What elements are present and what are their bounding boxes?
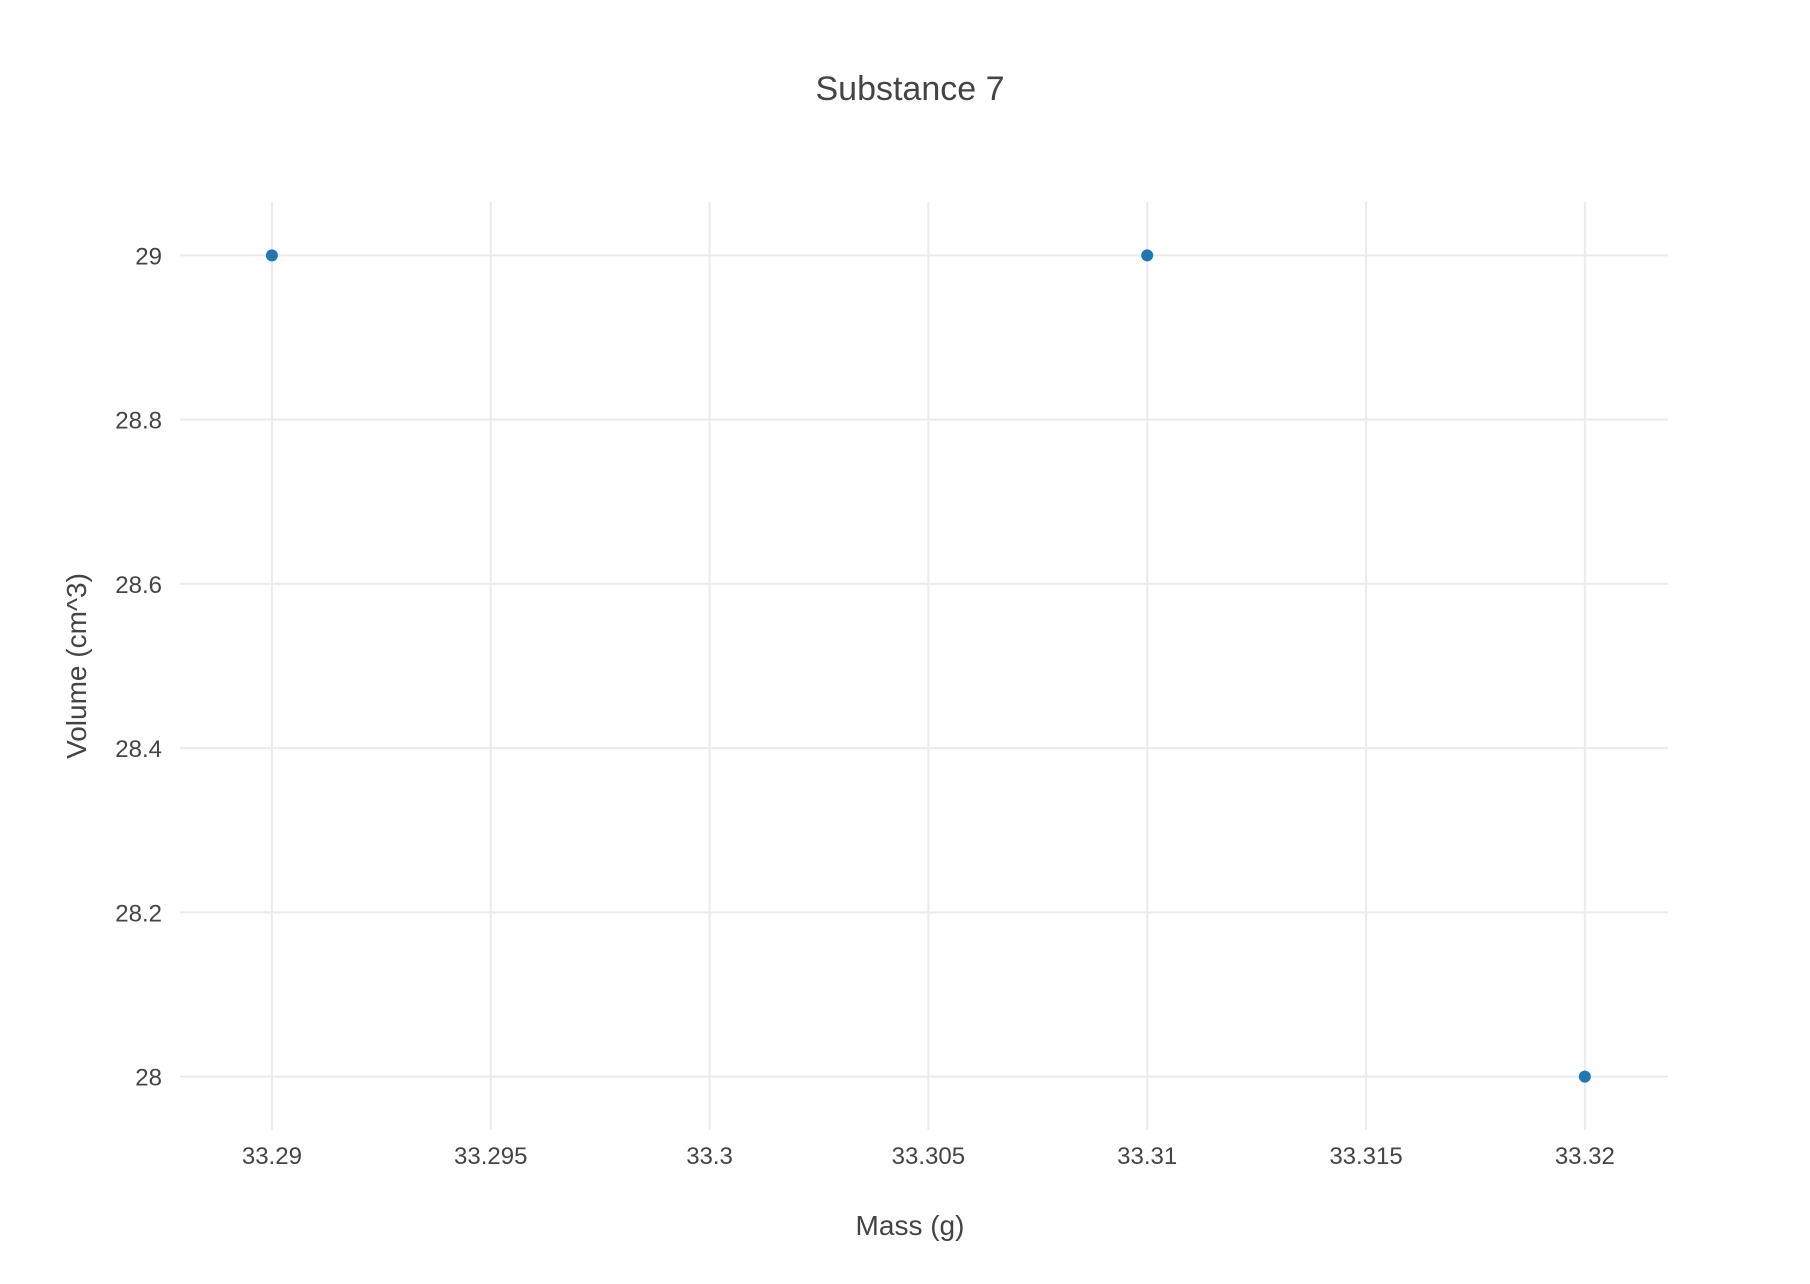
- y-tick-label: 28.6: [115, 572, 162, 599]
- x-tick-labels: 33.29 33.295 33.3 33.305 33.31 33.315 33.32: [242, 1143, 1615, 1170]
- x-tick-label: 33.32: [1555, 1143, 1615, 1170]
- x-tick-label: 33.305: [892, 1143, 965, 1170]
- x-tick-label: 33.3: [686, 1143, 733, 1170]
- x-tick-label: 33.315: [1329, 1143, 1402, 1170]
- y-tick-labels: 28 28.2 28.4 28.6 28.8 29: [115, 243, 162, 1091]
- data-point[interactable]: [1141, 249, 1154, 262]
- x-tick-label: 33.29: [242, 1143, 302, 1170]
- data-points: [265, 249, 1591, 1083]
- y-axis-title: Volume (cm^3): [61, 573, 92, 759]
- y-gridlines: [180, 254, 1668, 1078]
- data-point[interactable]: [1578, 1070, 1591, 1083]
- y-tick-label: 28.2: [115, 900, 162, 927]
- x-tick-label: 33.295: [454, 1143, 527, 1170]
- data-point[interactable]: [265, 249, 278, 262]
- y-tick-label: 28.8: [115, 408, 162, 435]
- chart-title: Substance 7: [815, 70, 1004, 108]
- x-tick-label: 33.31: [1117, 1143, 1177, 1170]
- y-tick-label: 28.4: [115, 736, 162, 763]
- y-tick-label: 28: [135, 1065, 162, 1092]
- x-axis-title: Mass (g): [856, 1210, 965, 1241]
- x-gridlines: [270, 202, 1586, 1130]
- y-tick-label: 29: [135, 243, 162, 270]
